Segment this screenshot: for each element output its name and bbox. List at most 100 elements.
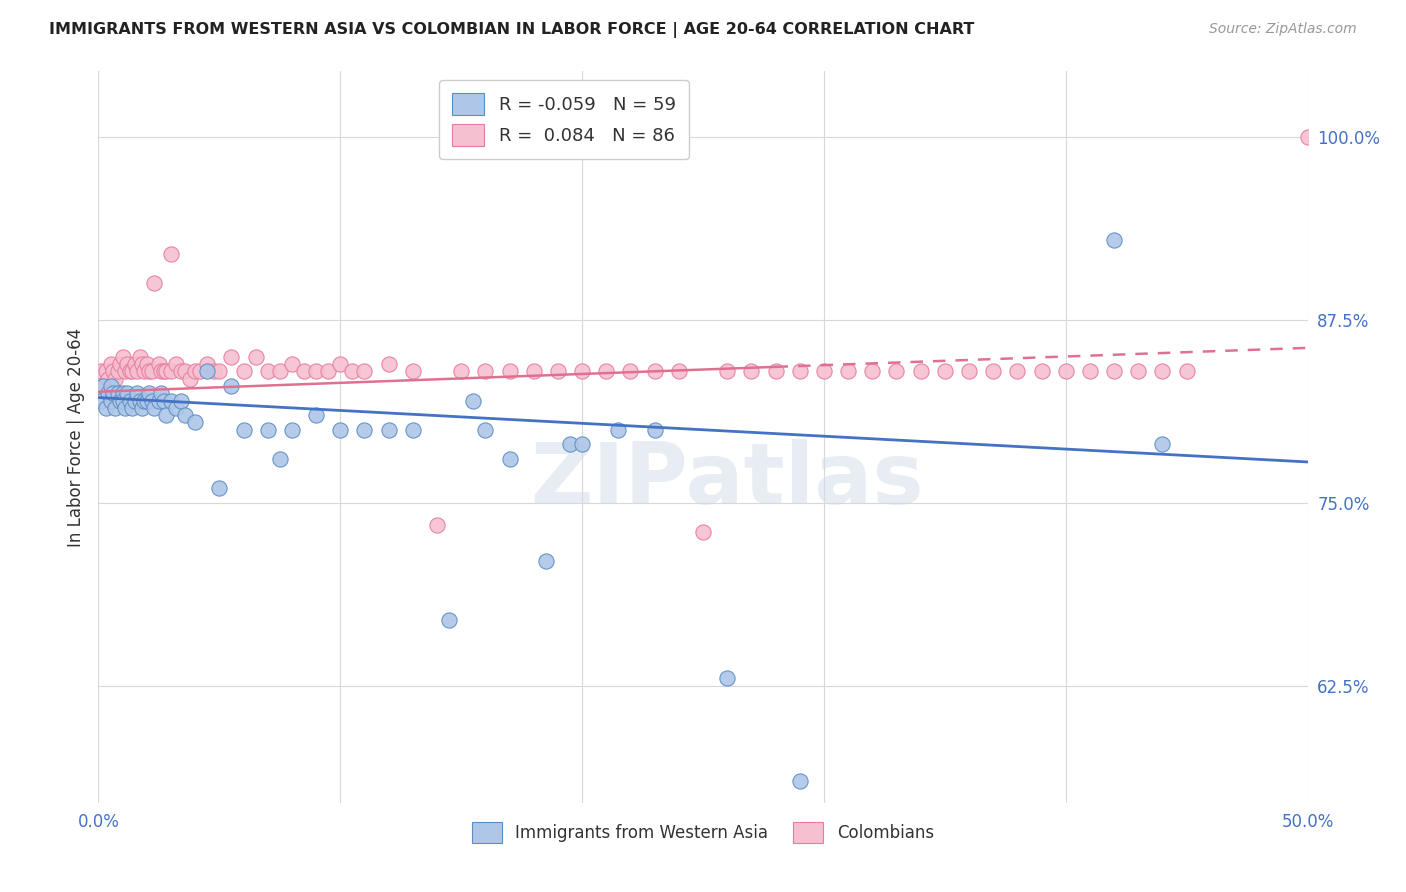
Point: [135, 393, 157, 408]
Point: [152, 364, 174, 378]
Point: [534, 554, 557, 568]
Point: [607, 423, 630, 437]
Point: [131, 357, 153, 371]
Point: [377, 423, 399, 437]
Point: [150, 364, 173, 378]
Point: [1152, 437, 1174, 451]
Point: [111, 386, 134, 401]
Point: [740, 364, 762, 378]
Point: [245, 350, 267, 364]
Point: [377, 357, 399, 371]
Point: [104, 401, 127, 415]
Point: [101, 364, 124, 378]
Point: [765, 364, 787, 378]
Point: [174, 364, 197, 378]
Point: [152, 393, 174, 408]
Point: [118, 364, 141, 378]
Point: [90, 364, 112, 378]
Point: [619, 364, 641, 378]
Point: [160, 247, 183, 261]
Point: [402, 423, 425, 437]
Point: [692, 525, 714, 540]
Point: [886, 364, 908, 378]
Point: [208, 364, 231, 378]
Text: ZIPatlas: ZIPatlas: [530, 440, 924, 523]
Point: [204, 364, 226, 378]
Point: [138, 364, 160, 378]
Point: [1272, 847, 1295, 861]
Point: [124, 393, 146, 408]
Text: Source: ZipAtlas.com: Source: ZipAtlas.com: [1209, 22, 1357, 37]
Point: [305, 364, 328, 378]
Point: [1175, 364, 1198, 378]
Point: [860, 364, 883, 378]
Point: [114, 364, 136, 378]
Point: [450, 364, 472, 378]
Point: [143, 401, 166, 415]
Point: [353, 423, 375, 437]
Point: [97, 371, 120, 385]
Point: [281, 357, 304, 371]
Point: [644, 364, 666, 378]
Point: [1078, 364, 1101, 378]
Point: [813, 364, 835, 378]
Point: [155, 408, 177, 422]
Point: [1054, 364, 1077, 378]
Point: [141, 393, 163, 408]
Point: [208, 481, 231, 495]
Point: [305, 408, 328, 422]
Point: [91, 379, 114, 393]
Point: [111, 393, 134, 408]
Point: [169, 364, 191, 378]
Point: [127, 364, 149, 378]
Point: [131, 401, 153, 415]
Point: [141, 364, 163, 378]
Point: [558, 437, 581, 451]
Point: [100, 379, 122, 393]
Point: [104, 371, 127, 385]
Legend: Immigrants from Western Asia, Colombians: Immigrants from Western Asia, Colombians: [465, 815, 941, 849]
Point: [571, 437, 593, 451]
Point: [94, 401, 117, 415]
Point: [160, 364, 183, 378]
Point: [128, 393, 150, 408]
Point: [402, 364, 425, 378]
Point: [269, 364, 291, 378]
Point: [179, 371, 201, 385]
Point: [1031, 364, 1053, 378]
Point: [221, 379, 243, 393]
Point: [128, 350, 150, 364]
Point: [910, 364, 932, 378]
Point: [1007, 364, 1029, 378]
Point: [169, 393, 191, 408]
Point: [188, 364, 211, 378]
Point: [1128, 364, 1150, 378]
Point: [1152, 364, 1174, 378]
Point: [100, 357, 122, 371]
Point: [94, 364, 117, 378]
Point: [281, 423, 304, 437]
Point: [195, 364, 218, 378]
Point: [668, 364, 690, 378]
Point: [595, 364, 617, 378]
Point: [716, 364, 738, 378]
Point: [426, 517, 449, 532]
Point: [1296, 130, 1319, 145]
Point: [108, 357, 131, 371]
Point: [174, 408, 197, 422]
Point: [1102, 233, 1125, 247]
Point: [165, 357, 187, 371]
Point: [134, 364, 156, 378]
Point: [155, 364, 177, 378]
Point: [316, 364, 339, 378]
Point: [789, 773, 811, 788]
Point: [644, 423, 666, 437]
Text: IMMIGRANTS FROM WESTERN ASIA VS COLOMBIAN IN LABOR FORCE | AGE 20-64 CORRELATION: IMMIGRANTS FROM WESTERN ASIA VS COLOMBIA…: [49, 22, 974, 38]
Point: [934, 364, 956, 378]
Point: [143, 277, 166, 291]
Point: [329, 423, 352, 437]
Point: [221, 350, 243, 364]
Point: [97, 386, 120, 401]
Point: [789, 364, 811, 378]
Point: [124, 357, 146, 371]
